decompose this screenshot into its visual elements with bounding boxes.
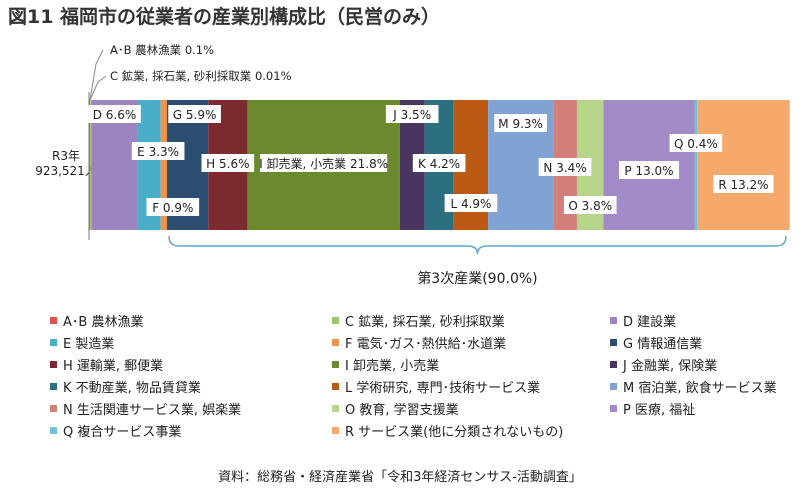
legend-item-d: D 建設業 [610,311,676,330]
legend-item-ab: A･B 農林漁業 [50,311,143,330]
legend-label-o: O 教育, 学習支援業 [345,403,459,418]
legend-item-i: I 卸売業, 小売業 [332,355,439,374]
data-label-box-l [444,194,498,212]
data-label-box-o [563,196,617,214]
legend-label-q: Q 複合サービス事業 [63,425,182,440]
data-label-d: D 6.6% [93,108,137,122]
legend-swatch-j [610,361,617,368]
legend-swatch-g [610,339,617,346]
data-label-box-j [385,105,439,123]
bar-segment-c [90,100,92,230]
legend-label-m: M 宿泊業, 飲食サービス業 [623,381,777,396]
legend-swatch-ab [50,317,57,324]
data-label-p: P 13.0% [624,164,673,178]
legend-swatch-p [610,405,617,412]
data-label-o: O 3.8% [568,199,612,213]
legend-label-f: F 電気･ガス･熱供給･水道業 [345,337,507,352]
tertiary-bracket-label: 第3次産業(90.0%) [417,270,537,287]
category-label: R3年 [52,149,80,163]
data-label-q: Q 0.4% [674,137,718,151]
legend-item-f: F 電気･ガス･熱供給･水道業 [332,333,506,352]
legend-label-i: I 卸売業, 小売業 [345,359,440,374]
data-label-box-p [618,161,680,179]
legend-label-k: K 不動産業, 物品賃貸業 [63,381,201,396]
legend-swatch-r [332,427,339,434]
legend-label-p: P 医療, 福祉 [623,403,696,418]
data-label-box-i [260,154,388,172]
legend-label-c: C 鉱業, 採石業, 砂利採取業 [345,315,505,330]
legend-swatch-e [50,339,57,346]
category-total-label: 923,521人 [35,164,97,178]
data-label-c: C 鉱業, 採石業, 砂利採取業 0.01% [110,69,292,83]
data-label-box-k [412,154,466,172]
legend-swatch-k [50,383,57,390]
data-label-ab: A･B 農林漁業 0.1% [110,43,214,57]
data-label-i: I 卸売業, 小売業 21.8% [259,156,388,171]
bar-segment-r [697,100,790,230]
legend-label-h: H 運輸業, 郵便業 [63,359,164,374]
data-label-box-f [146,198,200,216]
data-label-j: J 3.5% [392,108,431,122]
legend-label-e: E 製造業 [63,337,115,352]
legend-item-l: L 学術研究, 専門･技術サービス業 [332,377,540,396]
bar-segment-ab [89,100,91,230]
legend-label-r: R サービス業(他に分類されないもの) [345,425,564,440]
data-label-k: K 4.2% [418,157,460,171]
data-label-box-n [538,158,592,176]
data-label-box-m [494,114,547,132]
legend-swatch-i [332,361,339,368]
legend-item-g: G 情報通信業 [610,333,702,352]
data-label-box-h [201,154,255,172]
data-label-f: F 0.9% [152,201,193,215]
leader-line-c [89,75,107,101]
legend-item-r: R サービス業(他に分類されないもの) [332,421,563,440]
legend-swatch-n [50,405,57,412]
data-label-e: E 3.3% [137,145,179,159]
legend-item-j: J 金融業, 保険業 [610,355,717,374]
legend-item-o: O 教育, 学習支援業 [332,399,459,418]
data-label-g: G 5.9% [173,108,217,122]
legend-item-k: K 不動産業, 物品賃貸業 [50,377,201,396]
legend-item-m: M 宿泊業, 飲食サービス業 [610,377,777,396]
leader-line-ab [89,49,104,101]
legend-item-n: N 生活関連サービス業, 娯楽業 [50,399,241,418]
source-note: 資料：総務省・経済産業省「令和3年経済センサス-活動調査」 [218,470,582,485]
legend-label-ab: A･B 農林漁業 [63,315,144,330]
legend-swatch-c [332,317,339,324]
legend-swatch-l [332,383,339,390]
data-label-m: M 9.3% [498,117,543,131]
tertiary-bracket [168,235,787,255]
legend-label-n: N 生活関連サービス業, 娯楽業 [63,403,242,418]
chart-title: 図11 福岡市の従業者の産業別構成比（民営のみ） [8,6,441,28]
legend-label-d: D 建設業 [623,315,677,330]
data-label-l: L 4.9% [450,197,491,211]
data-label-box-g [168,105,221,123]
legend-swatch-m [610,383,617,390]
bar-segment-f [160,100,167,230]
legend-swatch-d [610,317,617,324]
data-label-n: N 3.4% [543,161,586,175]
legend-swatch-f [332,339,339,346]
data-label-box-r [713,175,774,193]
legend-item-c: C 鉱業, 採石業, 砂利採取業 [332,311,505,330]
legend-item-q: Q 複合サービス事業 [50,421,181,440]
data-label-h: H 5.6% [206,157,249,171]
bar-segment-e [137,100,161,230]
legend-swatch-o [332,405,339,412]
legend-label-l: L 学術研究, 専門･技術サービス業 [345,381,541,396]
bar-segment-q [694,100,698,230]
legend-label-j: J 金融業, 保険業 [623,359,718,374]
legend-label-g: G 情報通信業 [623,337,703,352]
legend-swatch-h [50,361,57,368]
data-label-box-e [131,142,185,160]
legend-item-h: H 運輸業, 郵便業 [50,355,163,374]
legend-item-p: P 医療, 福祉 [610,399,695,418]
data-label-r: R 13.2% [718,178,768,192]
data-label-box-d [88,105,141,123]
data-label-box-q [669,134,723,152]
legend-swatch-q [50,427,57,434]
legend-item-e: E 製造業 [50,333,114,352]
